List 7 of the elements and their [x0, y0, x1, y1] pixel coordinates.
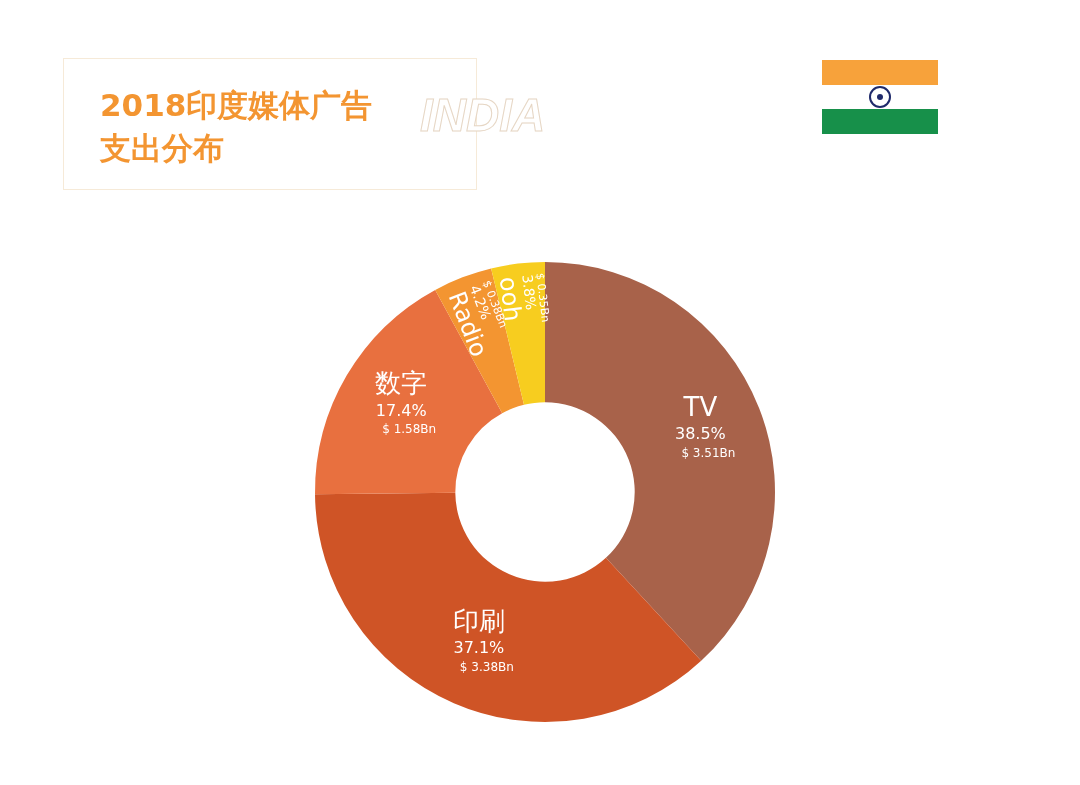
data-label: 17.4% $ 1.58Bn	[375, 400, 437, 437]
data-label: 38.5% $ 3.51Bn	[674, 424, 736, 461]
data-label: 37.1% $ 3.38Bn	[453, 638, 514, 675]
slice-label: 印刷	[452, 605, 505, 636]
chart-title: 2018印度媒体广告支出分布	[100, 86, 374, 168]
slice-label: 数字	[375, 368, 428, 399]
slice-label: TV	[682, 391, 718, 422]
